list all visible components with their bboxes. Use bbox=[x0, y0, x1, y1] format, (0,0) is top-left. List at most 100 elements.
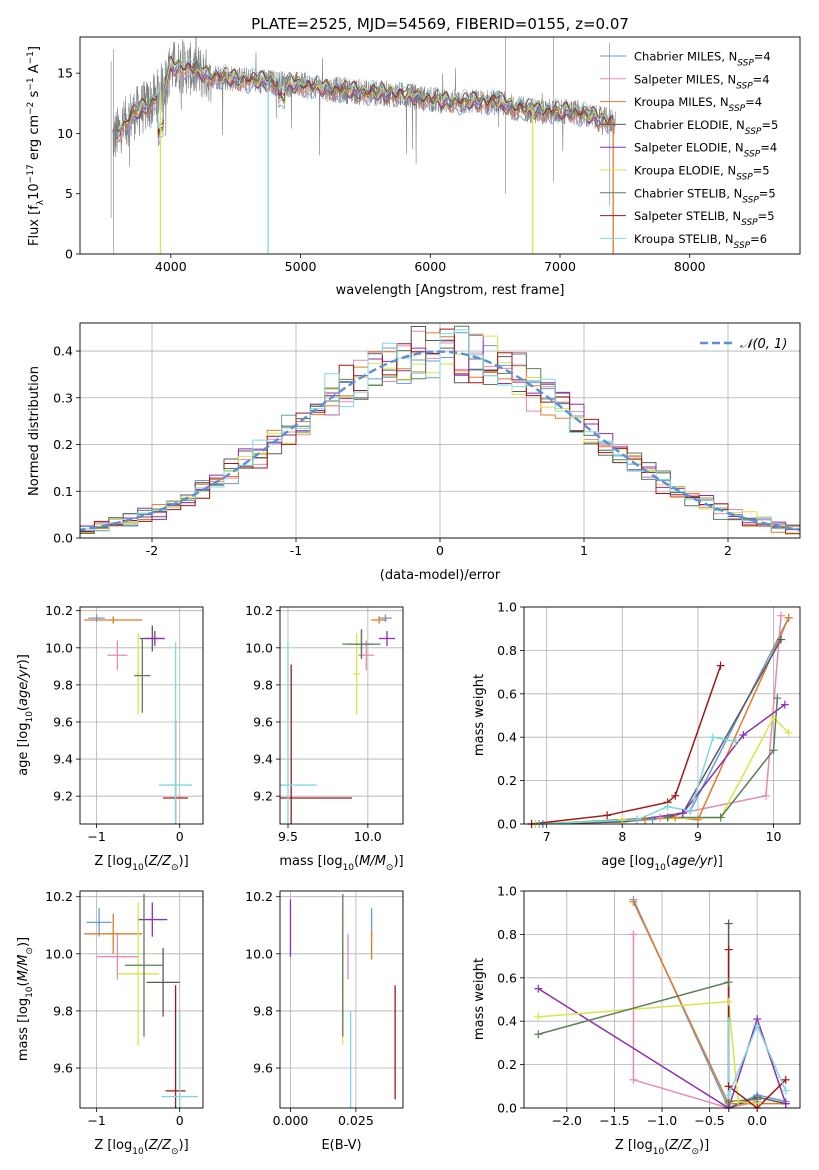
y-tick-label: 0.3 bbox=[53, 390, 73, 405]
x-axis-label: Z [log10(Z/Z⊙)] bbox=[615, 1138, 709, 1157]
plot-area bbox=[80, 325, 800, 537]
weight-line bbox=[531, 617, 790, 824]
x-tick-label: 9 bbox=[694, 829, 702, 844]
weight-line bbox=[542, 698, 779, 824]
axes-age_vs_mass: 9.5 10.0 9.2 9.4 9.6 9.8 10.0 10.2 mass [log10(M… bbox=[245, 603, 404, 873]
y-tick-label: 0.2 bbox=[53, 437, 73, 452]
legend-label: 𝒩(0, 1) bbox=[740, 337, 787, 352]
y-axis-label: Flux [fλ10−17 erg cm−2 s−1 A−1] bbox=[26, 46, 46, 246]
y-axis-label: mass weight bbox=[472, 958, 487, 1040]
x-tick-label: 8 bbox=[618, 829, 626, 844]
legend-label: Chabrier STELIB, NSSP=5 bbox=[634, 186, 776, 205]
y-axis-label: age [log10(age/yr)] bbox=[16, 654, 35, 776]
y-tick-label: 9.4 bbox=[253, 752, 273, 767]
y-tick-label: 0.4 bbox=[497, 1014, 517, 1029]
weight-line bbox=[535, 716, 790, 824]
axes-frame bbox=[279, 606, 404, 825]
gaussian-curve bbox=[80, 350, 800, 532]
y-tick-label: 10.2 bbox=[45, 603, 73, 618]
y-tick-label: 0.0 bbox=[497, 817, 517, 832]
x-axis-label: age [log10(age/yr)] bbox=[601, 854, 723, 873]
x-tick-label: -1 bbox=[290, 543, 302, 558]
x-tick-label: 6000 bbox=[414, 259, 446, 274]
axes-spectrum: 4000 5000 6000 7000 8000 0 5 10 15 wavelength [An… bbox=[26, 36, 801, 298]
legend-label: Kroupa ELODIE, NSSP=5 bbox=[634, 164, 770, 183]
y-tick-label: 10.2 bbox=[245, 889, 273, 904]
x-tick-label: −2.0 bbox=[552, 1113, 582, 1128]
x-axis-label: mass [log10(M/M⊙)] bbox=[279, 854, 403, 873]
x-axis-label: Z [log10(Z/Z⊙)] bbox=[94, 1138, 188, 1157]
y-tick-label: 10.2 bbox=[45, 889, 73, 904]
y-tick-label: 0.2 bbox=[497, 1057, 517, 1072]
x-tick-label: 10.0 bbox=[354, 829, 382, 844]
weight-line bbox=[535, 617, 790, 824]
axes-frame bbox=[79, 36, 801, 255]
y-tick-label: 0.8 bbox=[497, 927, 517, 942]
axes-mass_vs_ebv: 0.000 0.025 9.6 9.8 10.0 10.2 E(B-V) bbox=[245, 889, 404, 1153]
y-tick-label: 10.0 bbox=[245, 946, 273, 961]
x-axis-label: E(B-V) bbox=[321, 1138, 361, 1153]
x-tick-label: 0 bbox=[436, 543, 444, 558]
x-tick-label: 1 bbox=[580, 543, 588, 558]
y-tick-label: 9.4 bbox=[53, 752, 73, 767]
legend: Chabrier MILES, NSSP=4 Salpeter MILES, NS… bbox=[600, 50, 778, 251]
x-tick-label: 4000 bbox=[155, 259, 187, 274]
y-tick-label: 0.0 bbox=[497, 1101, 517, 1116]
y-tick-label: 10.0 bbox=[45, 946, 73, 961]
y-tick-label: 9.8 bbox=[53, 1003, 73, 1018]
y-tick-label: 9.2 bbox=[53, 789, 73, 804]
y-tick-label: 9.6 bbox=[253, 714, 273, 729]
y-tick-label: 10 bbox=[57, 126, 73, 141]
x-tick-label: −1.5 bbox=[599, 1113, 629, 1128]
x-tick-label: 5000 bbox=[285, 259, 317, 274]
plot-area bbox=[84, 893, 199, 1108]
x-tick-label: 0.025 bbox=[338, 1113, 374, 1128]
histogram-line bbox=[80, 329, 800, 532]
y-tick-label: 9.8 bbox=[253, 677, 273, 692]
legend-label: Salpeter ELODIE, NSSP=4 bbox=[634, 141, 777, 160]
plot-area bbox=[110, 37, 616, 254]
plot-area bbox=[289, 893, 396, 1108]
axes-mass_vs_Z: −1 0 9.6 9.8 10.0 10.2 Z [log10(Z/Z⊙)] mass [lo… bbox=[16, 889, 204, 1157]
y-tick-label: 0.8 bbox=[497, 643, 517, 658]
x-tick-label: −1.0 bbox=[647, 1113, 677, 1128]
observed-spectrum-line bbox=[112, 37, 616, 167]
weight-line bbox=[632, 901, 786, 1105]
y-tick-label: 1.0 bbox=[497, 884, 517, 899]
x-tick-label: 0.000 bbox=[273, 1113, 309, 1128]
y-axis-label: mass [log10(M/M⊙)] bbox=[16, 937, 35, 1061]
y-tick-label: 0.6 bbox=[497, 686, 517, 701]
weight-line bbox=[539, 736, 736, 824]
axes-frame bbox=[523, 890, 801, 1109]
legend-label: Chabrier MILES, NSSP=4 bbox=[634, 50, 771, 69]
axes-frame bbox=[279, 890, 404, 1109]
y-tick-label: 0.2 bbox=[497, 773, 517, 788]
axes-mass_weight_vs_Z: −2.0 −1.5 −1.0 −0.5 0.0 0.0 0.2 0.4 0.6 0.8 1.0 Z [… bbox=[472, 884, 801, 1157]
y-tick-label: 0.0 bbox=[53, 531, 73, 546]
y-tick-label: 9.8 bbox=[253, 1003, 273, 1018]
legend-label: Salpeter MILES, NSSP=4 bbox=[634, 72, 770, 91]
axes-frame bbox=[79, 890, 204, 1109]
x-tick-label: −1 bbox=[87, 829, 105, 844]
legend: 𝒩(0, 1) bbox=[700, 337, 787, 352]
y-tick-label: 10.0 bbox=[45, 640, 73, 655]
weight-line bbox=[538, 1000, 758, 1105]
y-tick-label: 9.2 bbox=[253, 789, 273, 804]
y-tick-label: 9.6 bbox=[53, 1061, 73, 1076]
y-axis-label: mass weight bbox=[472, 674, 487, 756]
x-tick-label: -2 bbox=[146, 543, 158, 558]
axes-frame bbox=[523, 606, 801, 825]
plot-area bbox=[537, 899, 787, 1108]
y-tick-label: 9.8 bbox=[53, 677, 73, 692]
x-tick-label: 10 bbox=[766, 829, 782, 844]
x-tick-label: 8000 bbox=[674, 259, 706, 274]
axes-mass_weight_vs_age: 7 8 9 10 0.0 0.2 0.4 0.6 0.8 1.0 age [log10(age/yr… bbox=[472, 600, 801, 873]
weight-line bbox=[727, 1021, 787, 1096]
axes-age_vs_Z: −1 0 9.2 9.4 9.6 9.8 10.0 10.2 Z [log10(Z/Z⊙)] ag… bbox=[16, 603, 204, 873]
figure-title: PLATE=2525, MJD=54569, FIBERID=0155, z=0… bbox=[251, 15, 629, 33]
x-tick-label: 0.0 bbox=[747, 1113, 767, 1128]
x-tick-label: 7000 bbox=[544, 259, 576, 274]
y-tick-label: 0.4 bbox=[53, 344, 73, 359]
y-tick-label: 5 bbox=[65, 186, 73, 201]
